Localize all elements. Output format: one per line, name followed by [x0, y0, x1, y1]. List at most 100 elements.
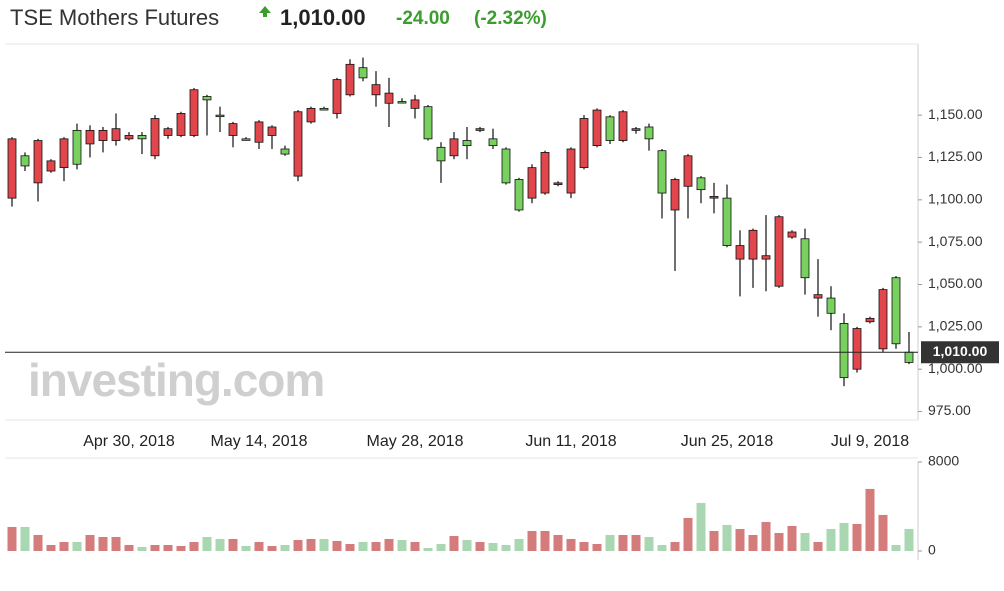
candle-body — [501, 148, 511, 184]
watermark: investing.com — [28, 354, 324, 406]
last-price-box — [921, 341, 999, 364]
candle-body — [7, 138, 17, 199]
candle-body — [449, 138, 459, 157]
volume-bar — [618, 534, 628, 551]
volume-bar — [189, 541, 199, 551]
candle-body — [254, 121, 264, 143]
y-tick-label: 1,075.00 — [928, 233, 983, 249]
volume-bar — [72, 541, 82, 551]
candle-body — [462, 140, 472, 147]
candle-body — [735, 245, 745, 260]
volume-bar — [228, 538, 238, 551]
volume-bar — [774, 532, 784, 551]
volume-bar — [891, 544, 901, 551]
change: -24.00 — [396, 8, 450, 29]
candle-body — [176, 113, 186, 136]
candle-body — [241, 138, 251, 141]
volume-bar — [306, 538, 316, 551]
candle-body — [605, 116, 615, 141]
volume-bar — [59, 541, 69, 551]
candle-body — [670, 179, 680, 211]
volume-bar — [462, 539, 472, 551]
title: TSE Mothers Futures — [10, 5, 219, 30]
candle-body — [202, 96, 212, 101]
candle-body — [46, 160, 56, 172]
volume-bar — [865, 488, 875, 551]
candle-body — [85, 129, 95, 145]
volume-bar — [800, 532, 810, 551]
candle-body — [761, 255, 771, 260]
candle-body — [59, 138, 69, 169]
candle-body — [228, 123, 238, 136]
volume-bar — [358, 541, 368, 551]
volume-bar — [176, 545, 186, 551]
candle-body — [358, 67, 368, 79]
volume-bar — [514, 538, 524, 551]
candle-body — [33, 140, 43, 184]
candle-body — [657, 150, 667, 194]
x-tick-label: Jun 25, 2018 — [681, 433, 774, 450]
candle-body — [865, 317, 875, 323]
volume-bar — [254, 541, 264, 551]
candle-body — [514, 179, 524, 211]
volume-bar — [761, 521, 771, 551]
candle-body — [696, 177, 706, 191]
candle-body — [774, 216, 784, 287]
volume-bar — [683, 517, 693, 551]
candle-body — [293, 111, 303, 177]
volume-tick-label: 0 — [928, 542, 936, 558]
volume-bar — [722, 524, 732, 551]
candle-body — [631, 128, 641, 131]
candle-body — [397, 101, 407, 104]
candle-body — [592, 109, 602, 147]
volume-bar — [111, 536, 121, 551]
volume-bar — [241, 545, 251, 551]
price: 1,010.00 — [280, 5, 366, 30]
volume-bar — [501, 544, 511, 551]
volume-bar — [384, 538, 394, 551]
volume-bar — [553, 534, 563, 551]
volume-bar — [449, 535, 459, 551]
candle-body — [150, 118, 160, 157]
volume-bar — [657, 544, 667, 551]
volume-bar — [397, 539, 407, 551]
volume-bar — [423, 547, 433, 551]
volume-bar — [85, 534, 95, 551]
candle-body — [267, 126, 277, 136]
volume-tick-label: 8000 — [928, 453, 959, 469]
candle-body — [891, 277, 901, 345]
volume-bar — [319, 538, 329, 551]
candle-body — [72, 129, 82, 165]
change-percent: (-2.32%) — [474, 8, 547, 29]
volume-bar — [475, 541, 485, 551]
x-tick-label: Apr 30, 2018 — [83, 433, 175, 450]
up-arrow-icon — [259, 6, 271, 17]
candle-body — [98, 129, 108, 141]
candle-body — [748, 229, 758, 260]
candle-body — [163, 128, 173, 136]
volume-bar — [215, 538, 225, 551]
candle-body — [579, 118, 589, 169]
candle-body — [540, 151, 550, 194]
candle-body — [332, 79, 342, 114]
candle-body — [371, 84, 381, 96]
volume-bar — [202, 536, 212, 551]
volume-bar — [839, 522, 849, 551]
volume-bar — [150, 544, 160, 551]
volume-bar — [20, 526, 30, 551]
candle-body — [527, 167, 537, 199]
candle-body — [839, 323, 849, 379]
volume-bar — [813, 541, 823, 551]
volume-bar — [345, 543, 355, 551]
candle-body — [124, 135, 134, 140]
volume-bar — [592, 543, 602, 551]
candle-body — [189, 89, 199, 136]
volume-bar — [46, 544, 56, 551]
candle-body — [384, 92, 394, 104]
y-tick-label: 1,025.00 — [928, 318, 983, 334]
candle-body — [410, 99, 420, 109]
volume-bar — [904, 528, 914, 551]
volume-bar — [163, 544, 173, 551]
volume-bar — [488, 542, 498, 551]
